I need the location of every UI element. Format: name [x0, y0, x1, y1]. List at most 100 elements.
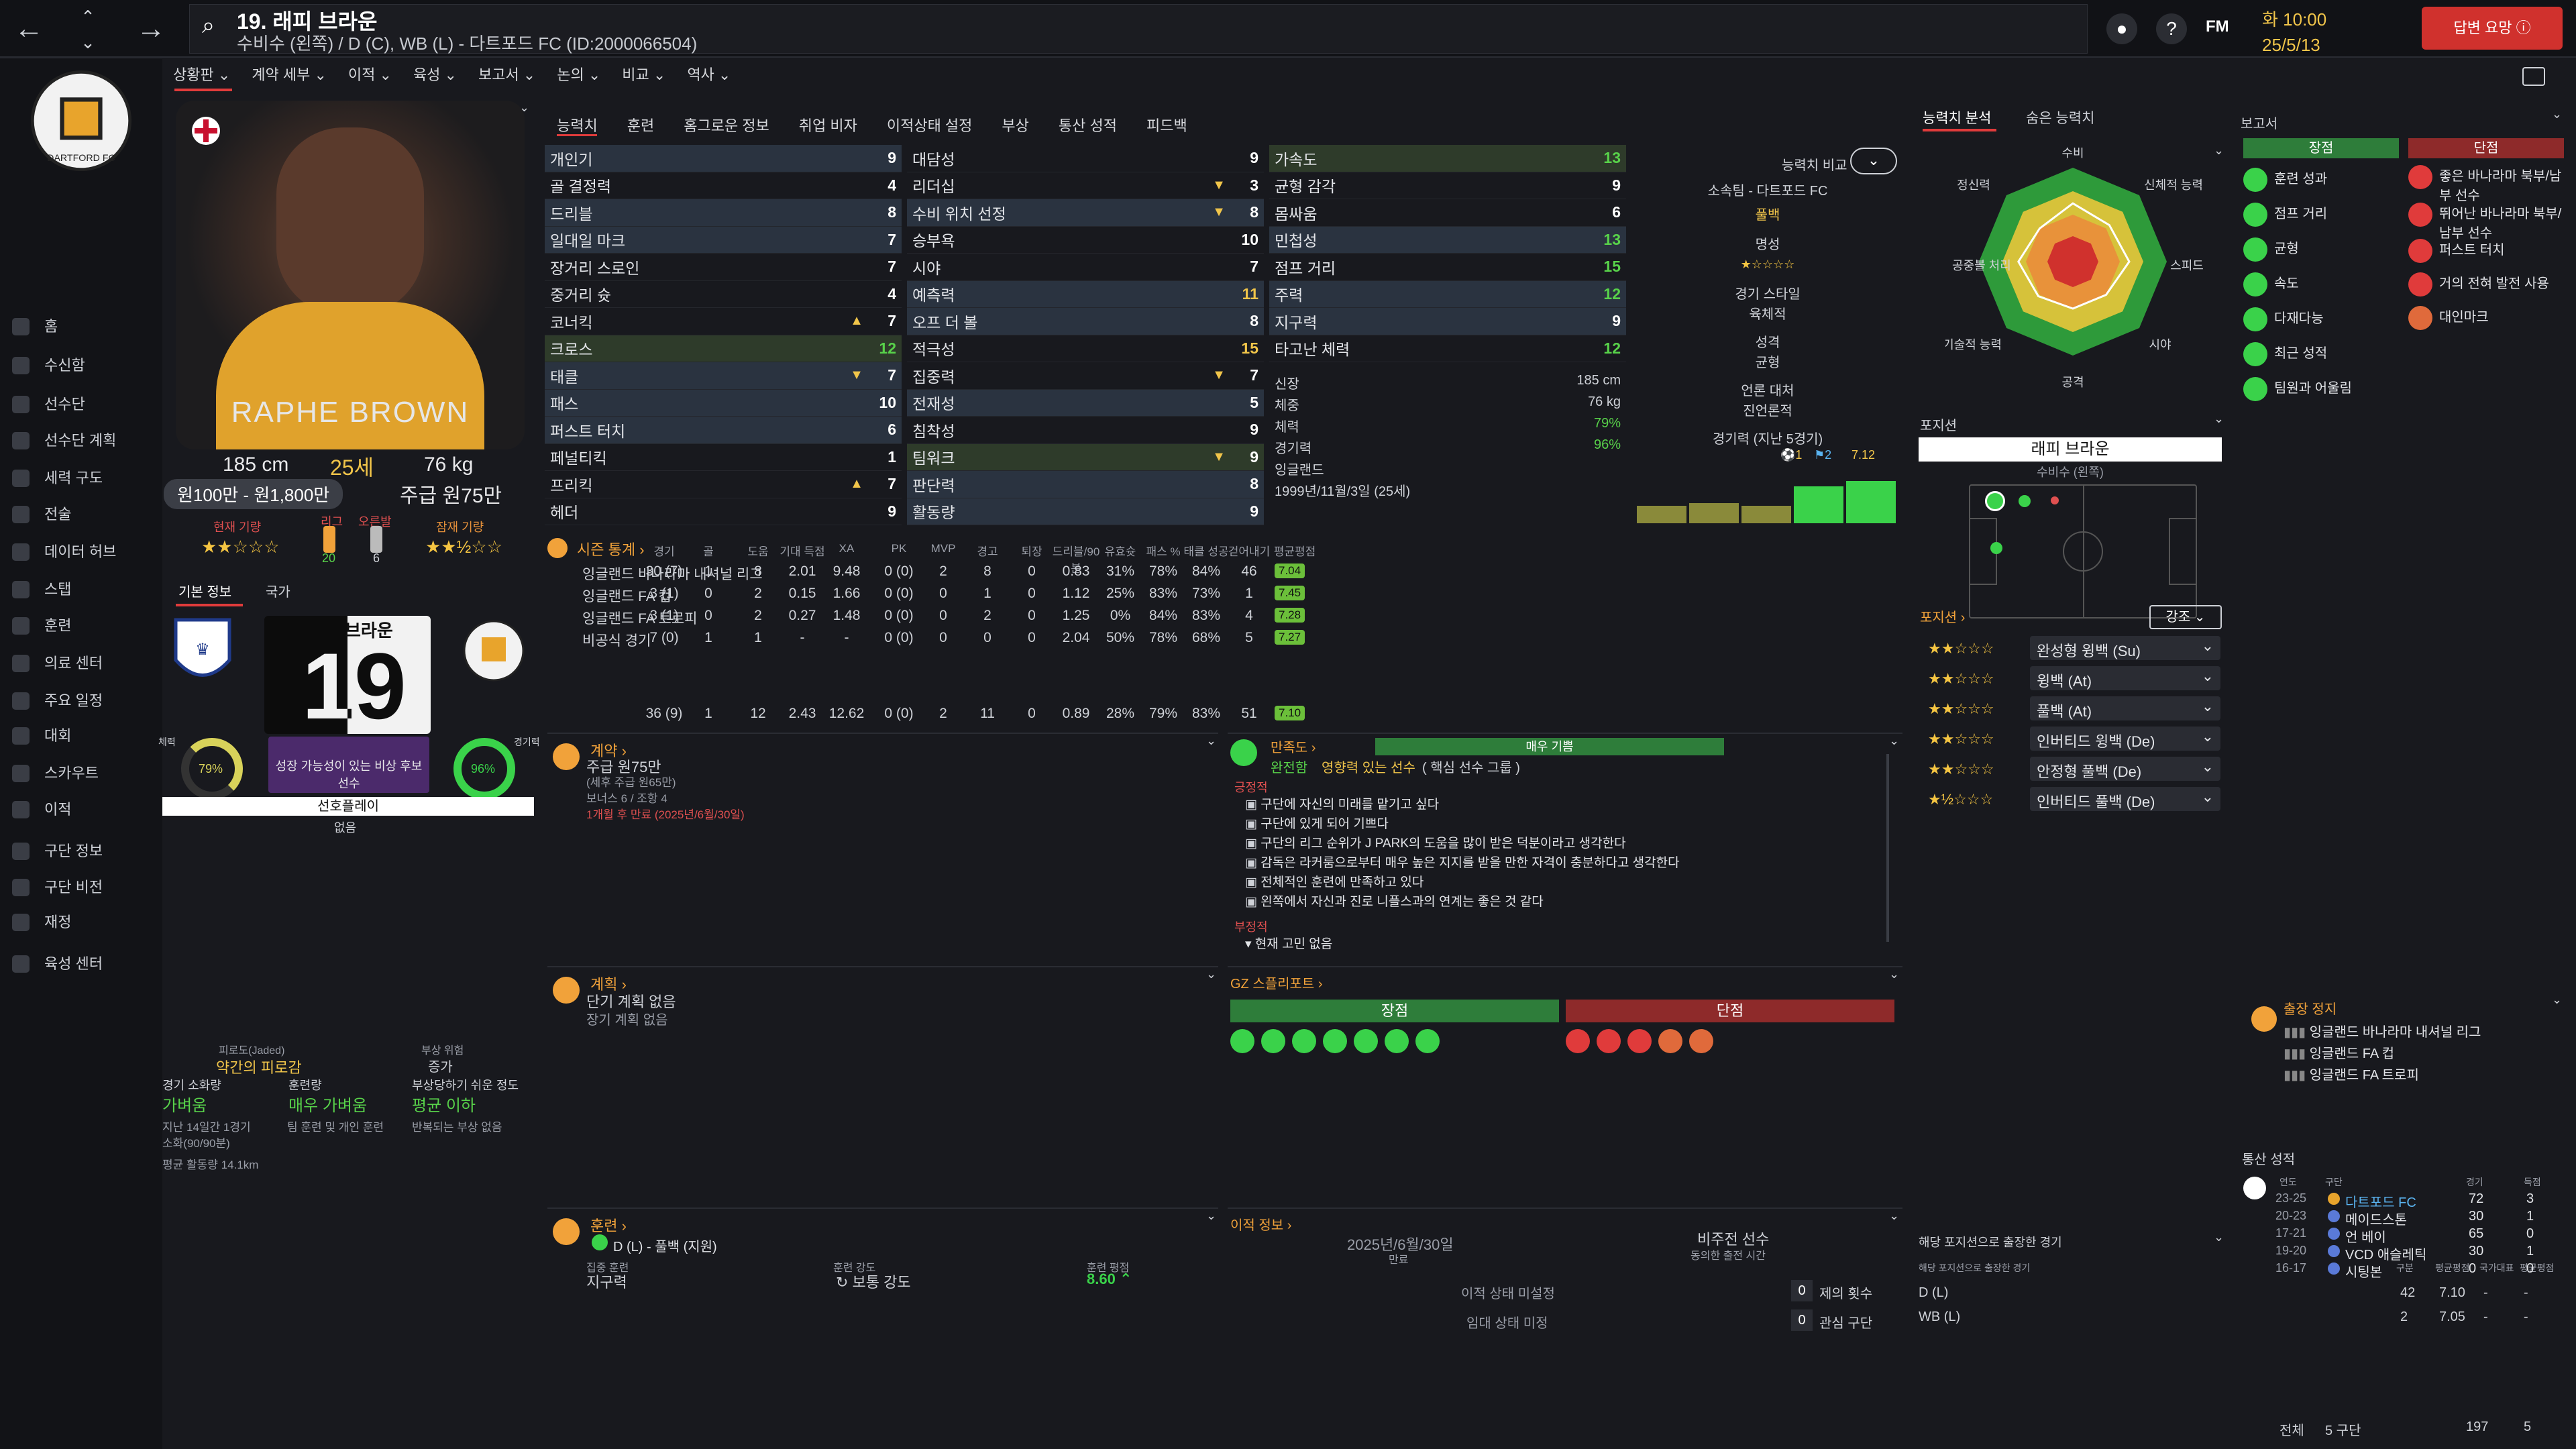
report-collapse-icon[interactable]: ⌄: [2552, 107, 2563, 121]
attribute-row[interactable]: 크로스 12: [545, 335, 902, 362]
attr-tab-7[interactable]: 피드백: [1146, 117, 1187, 134]
sidebar-item-8[interactable]: 훈련: [0, 608, 162, 644]
value-chip[interactable]: 원100만 - 원1,800만: [164, 479, 343, 509]
attribute-row[interactable]: 침착성 9: [907, 417, 1264, 444]
attribute-row[interactable]: 중거리 슛 4: [545, 281, 902, 308]
happiness-title[interactable]: 만족도 ›: [1271, 741, 1316, 755]
sidebar-item-1[interactable]: 수신함: [0, 347, 162, 384]
fm-logo[interactable]: FM: [2206, 17, 2229, 36]
tab-hidden-attributes[interactable]: 숨은 능력치: [2026, 111, 2095, 126]
attribute-row[interactable]: 판단력 8: [907, 471, 1264, 498]
role-dropdown[interactable]: 인버티드 풀백 (De) ⌄: [2030, 787, 2220, 811]
attr-tab-5[interactable]: 부상: [1002, 117, 1029, 134]
career-club[interactable]: 다트포드 FC: [2345, 1195, 2416, 1210]
role-dropdown[interactable]: 안정형 풀백 (De) ⌄: [2030, 757, 2220, 781]
report-pro-item[interactable]: 다재다능: [2243, 307, 2391, 331]
search-icon[interactable]: ⌕: [202, 13, 215, 38]
role-row[interactable]: ★★☆☆☆ 윙백 (At) ⌄: [1919, 665, 2220, 692]
world-icon[interactable]: ●: [2106, 13, 2137, 44]
gz-pro-icon[interactable]: [1292, 1029, 1316, 1053]
attr-tab-1[interactable]: 훈련: [627, 117, 655, 134]
gz-title[interactable]: GZ 스플리포트 ›: [1230, 977, 1323, 991]
gz-con-icon[interactable]: [1658, 1029, 1682, 1053]
attribute-row[interactable]: 지구력 9: [1269, 308, 1626, 335]
subnav-tab-7[interactable]: 역사 ⌄: [687, 66, 731, 83]
attribute-row[interactable]: 집중력 ▼ 7: [907, 362, 1264, 390]
attribute-row[interactable]: 타고난 체력 12: [1269, 335, 1626, 362]
plan-title[interactable]: 계획 ›: [590, 976, 627, 993]
report-con-item[interactable]: 뛰어난 바나라마 북부/남부 선수: [2408, 203, 2567, 241]
subnav-tab-2[interactable]: 이적 ⌄: [347, 66, 392, 83]
sidebar-item-9[interactable]: 의료 센터: [0, 645, 162, 682]
tab-basic-info[interactable]: 기본 정보: [178, 585, 232, 600]
roles-highlight-dropdown[interactable]: 강조 ⌄: [2149, 605, 2222, 629]
date-display[interactable]: 화 10:00 25/5/13: [2262, 7, 2326, 58]
report-con-item[interactable]: 거의 전혀 발전 사용: [2408, 272, 2567, 297]
gz-pro-icon[interactable]: [1385, 1029, 1409, 1053]
gz-con-icon[interactable]: [1566, 1029, 1590, 1053]
subnav-tab-0[interactable]: 상황판 ⌄: [173, 66, 231, 83]
report-pro-item[interactable]: 최근 성적: [2243, 342, 2391, 366]
career-club[interactable]: 메이드스톤: [2345, 1213, 2407, 1228]
sidebar-item-13[interactable]: 이적: [0, 792, 162, 828]
sidebar-item-3[interactable]: 선수단 계획: [0, 423, 162, 459]
gz-con-icon[interactable]: [1597, 1029, 1621, 1053]
report-con-item[interactable]: 대인마크: [2408, 306, 2567, 330]
transfer-collapse-icon[interactable]: ⌄: [1889, 1209, 1900, 1222]
sidebar-item-4[interactable]: 세력 구도: [0, 460, 162, 496]
role-row[interactable]: ★★☆☆☆ 완성형 윙백 (Su) ⌄: [1919, 635, 2220, 661]
sidebar-item-11[interactable]: 대회: [0, 718, 162, 754]
attribute-row[interactable]: 헤더 9: [545, 498, 902, 525]
contract-collapse-icon[interactable]: ⌄: [1206, 734, 1217, 747]
career-club[interactable]: 시팅본: [2345, 1265, 2383, 1280]
chevron-up-icon[interactable]: ⌃: [80, 7, 95, 27]
england-crest-icon[interactable]: ♛: [169, 613, 236, 694]
sidebar-item-7[interactable]: 스탭: [0, 572, 162, 608]
role-row[interactable]: ★★☆☆☆ 풀백 (At) ⌄: [1919, 695, 2220, 722]
attribute-row[interactable]: 균형 감각 9: [1269, 172, 1626, 199]
attribute-row[interactable]: 태클 ▼ 7: [545, 362, 902, 390]
attribute-row[interactable]: 시야 7: [907, 254, 1264, 281]
role-row[interactable]: ★½☆☆☆ 인버티드 풀백 (De) ⌄: [1919, 786, 2220, 812]
gz-pro-icon[interactable]: [1261, 1029, 1285, 1053]
played-collapse-icon[interactable]: ⌄: [2214, 1230, 2224, 1244]
forward-arrow-icon[interactable]: →: [136, 12, 166, 45]
attribute-row[interactable]: 리더십 ▼ 3: [907, 172, 1264, 199]
career-club[interactable]: 언 베이: [2345, 1230, 2386, 1245]
attr-tab-6[interactable]: 통산 성적: [1058, 117, 1117, 134]
attribute-row[interactable]: 전재성 5: [907, 389, 1264, 417]
sidebar-item-0[interactable]: 홈: [0, 309, 162, 345]
radar-collapse-icon[interactable]: ⌄: [2214, 144, 2224, 157]
sidebar-item-14[interactable]: 구단 정보: [0, 833, 162, 869]
sidebar-item-17[interactable]: 육성 센터: [0, 946, 162, 982]
gz-con-icon[interactable]: [1689, 1029, 1713, 1053]
report-pro-item[interactable]: 점프 거리: [2243, 203, 2391, 227]
sidebar-item-12[interactable]: 스카우트: [0, 755, 162, 792]
report-con-item[interactable]: 좋은 바나라마 북부/남부 선수: [2408, 165, 2567, 204]
collapse-icon[interactable]: ⌄: [519, 101, 530, 114]
stats-competition[interactable]: 비공식 경기: [582, 633, 651, 649]
training-collapse-icon[interactable]: ⌄: [1206, 1209, 1217, 1222]
transfer-title[interactable]: 이적 정보 ›: [1230, 1218, 1292, 1233]
happiness-collapse-icon[interactable]: ⌄: [1889, 734, 1900, 747]
scrollbar[interactable]: [1886, 754, 1889, 942]
attribute-row[interactable]: 페널티킥 1: [545, 444, 902, 471]
subnav-tab-1[interactable]: 계약 세부 ⌄: [252, 66, 327, 83]
attribute-row[interactable]: 점프 거리 15: [1269, 254, 1626, 281]
attribute-row[interactable]: 몸싸움 6: [1269, 199, 1626, 227]
attribute-row[interactable]: 프리킥 ▲ 7: [545, 471, 902, 498]
chevron-down-icon[interactable]: ⌄: [80, 32, 95, 52]
help-icon[interactable]: ?: [2156, 13, 2187, 44]
stats-competition[interactable]: 잉글랜드 FA 트로피: [582, 611, 698, 627]
contract-title[interactable]: 계약 ›: [590, 743, 627, 759]
gz-pro-icon[interactable]: [1323, 1029, 1347, 1053]
report-con-item[interactable]: 퍼스트 터치: [2408, 239, 2567, 263]
report-pro-item[interactable]: 균형: [2243, 237, 2391, 262]
report-pro-item[interactable]: 훈련 성과: [2243, 168, 2391, 192]
continue-button[interactable]: 답변 요망 ⓘ: [2422, 7, 2563, 50]
role-dropdown[interactable]: 인버티드 윙백 (De) ⌄: [2030, 727, 2220, 751]
training-title[interactable]: 훈련 ›: [590, 1218, 627, 1234]
sidebar-item-16[interactable]: 재정: [0, 904, 162, 941]
attribute-row[interactable]: 활동량 9: [907, 498, 1264, 525]
attribute-row[interactable]: 오프 더 볼 8: [907, 308, 1264, 335]
